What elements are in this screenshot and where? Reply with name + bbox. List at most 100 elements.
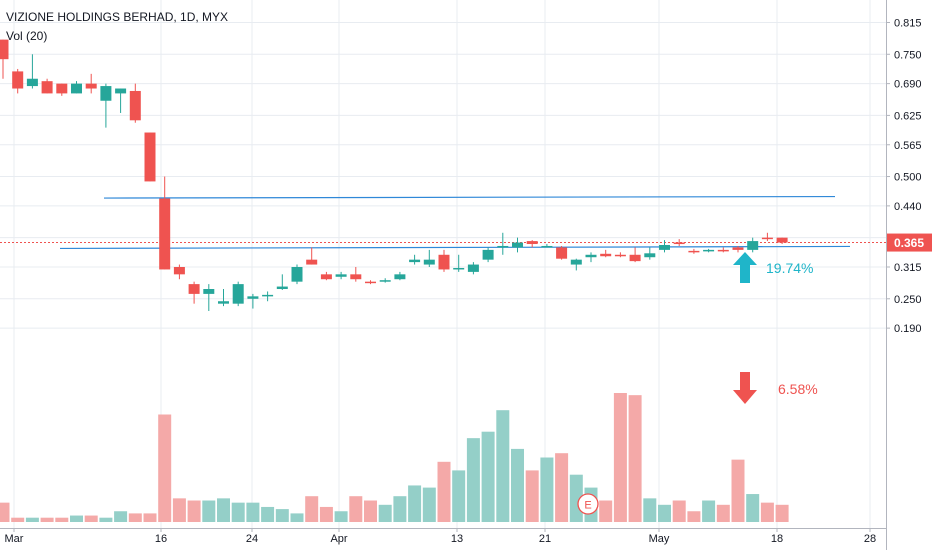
y-tick-label: 0.690	[894, 79, 922, 91]
horizontal-levels[interactable]	[0, 195, 886, 250]
candle-body	[379, 280, 391, 282]
volume-bar	[599, 500, 613, 522]
candle	[467, 262, 479, 275]
x-tick-label: 13	[451, 533, 463, 545]
y-tick-label: 0.565	[894, 140, 922, 152]
volume-bar	[319, 506, 333, 522]
x-tick-label: 18	[771, 533, 783, 545]
candle	[629, 247, 641, 263]
candle	[291, 264, 303, 285]
candle-body	[188, 284, 200, 294]
volume-bar	[466, 438, 480, 522]
candle	[423, 249, 435, 267]
x-tick-label: 16	[155, 533, 167, 545]
y-tick-label: 0.500	[894, 172, 922, 184]
candle	[129, 83, 141, 123]
candle-body	[717, 249, 729, 252]
volume-indicator-label[interactable]: Vol (20)	[6, 29, 48, 43]
candle-body	[100, 86, 112, 101]
volume-bar	[25, 517, 39, 522]
volume-bar	[628, 395, 642, 522]
volume-bar	[643, 498, 657, 522]
candle	[732, 245, 744, 253]
volume-bar	[40, 517, 54, 522]
volume-bar	[393, 496, 407, 522]
candle-body	[71, 83, 82, 94]
candle	[335, 271, 347, 280]
volume-bar	[231, 502, 245, 522]
candle-body	[247, 296, 259, 299]
candle	[673, 239, 685, 246]
candle-body	[512, 242, 523, 248]
candle-body	[394, 274, 406, 280]
candle-body	[761, 237, 773, 240]
candle	[41, 78, 53, 94]
candle	[85, 73, 97, 94]
candle	[747, 237, 759, 253]
candle-body	[320, 274, 332, 280]
candle-body	[85, 83, 97, 89]
candles	[0, 39, 788, 312]
candle-body	[0, 39, 9, 60]
volume-bar	[84, 515, 98, 522]
volume-bar	[687, 511, 701, 522]
volume-bar	[99, 517, 113, 522]
volume-bar	[172, 498, 186, 522]
volume-bar	[70, 515, 83, 522]
candle	[173, 264, 185, 280]
support-line[interactable]	[59, 245, 851, 250]
candle-body	[173, 267, 185, 275]
candle	[144, 132, 156, 182]
candle	[247, 293, 259, 309]
candle-body	[335, 274, 347, 277]
candle-body	[556, 247, 568, 259]
volume-bar	[731, 459, 745, 522]
volume-bar	[158, 414, 172, 522]
candle	[320, 271, 332, 281]
volume-bar	[511, 448, 524, 522]
candle	[71, 81, 82, 94]
volume-bar	[261, 506, 275, 522]
volume-bar	[114, 511, 128, 522]
volume-bar	[364, 500, 377, 522]
volume-bar	[525, 470, 539, 522]
candle	[585, 252, 597, 263]
last-price-tag-label: 0.365	[894, 236, 924, 250]
volume-bar	[187, 500, 201, 522]
x-tick-label: 28	[864, 533, 876, 545]
candle	[262, 291, 274, 302]
candle	[644, 247, 656, 260]
candle-body	[203, 289, 215, 294]
volume-bar	[775, 504, 789, 522]
volume-bar	[378, 504, 392, 522]
candle	[688, 248, 700, 254]
candle-body	[585, 254, 597, 258]
earnings-label: E	[584, 500, 591, 512]
volume-bar	[555, 453, 569, 522]
candle-body	[115, 88, 127, 94]
x-tick-label: Apr	[330, 533, 347, 545]
down-target: 6.58%	[733, 372, 818, 404]
candle-body	[12, 71, 24, 89]
candle-body	[673, 242, 685, 245]
volume-bar	[672, 500, 686, 522]
candle	[556, 245, 568, 260]
candle-body	[453, 267, 465, 270]
volume-bar	[246, 502, 260, 522]
candle	[614, 252, 626, 258]
y-tick-label: 0.750	[894, 49, 922, 61]
candle-body	[644, 253, 656, 258]
resistance-line[interactable]	[103, 195, 836, 199]
arrow-up-icon	[733, 252, 757, 283]
volume-bar	[422, 487, 436, 522]
candle-body	[423, 259, 435, 265]
candle	[541, 244, 553, 248]
volume-bars	[0, 393, 789, 522]
candle	[394, 271, 406, 281]
candle-body	[129, 90, 141, 121]
last-price-tag-bg	[887, 233, 932, 252]
candle	[365, 280, 376, 285]
volume-bar	[540, 457, 554, 522]
volume-bar	[496, 410, 510, 522]
